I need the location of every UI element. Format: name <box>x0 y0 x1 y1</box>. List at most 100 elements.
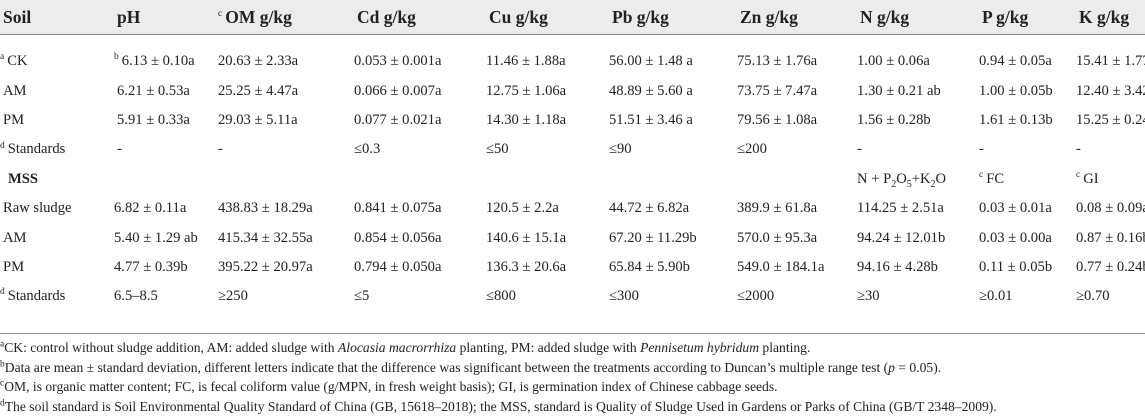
footnote-b: bData are mean ± standard deviation, dif… <box>0 358 942 375</box>
header-soil: Soil <box>3 6 32 27</box>
header-rule <box>0 34 1145 35</box>
footnote-c: cOM, is organic matter content; FC, is f… <box>0 378 778 394</box>
header-cd: Cd g/kg <box>357 6 416 27</box>
row-label: a CK <box>0 52 28 70</box>
cell-pb: 67.20 ± 11.29b <box>609 229 697 246</box>
cell-p: 1.00 ± 0.05b <box>979 82 1053 99</box>
cell-zn: 79.56 ± 1.08a <box>737 111 818 128</box>
mss-fc-label: c FC <box>979 169 1005 187</box>
row-label: d Standards <box>0 140 66 158</box>
cell-ph: 6.82 ± 0.11a <box>114 200 187 217</box>
header-pb: Pb g/kg <box>612 6 669 27</box>
cell-om: ≥250 <box>218 288 248 305</box>
cell-k: 0.77 ± 0.24b <box>1076 258 1145 275</box>
cell-p: 0.11 ± 0.05b <box>979 258 1053 275</box>
cell-n: - <box>857 141 862 158</box>
cell-pb: 65.84 ± 5.90b <box>609 258 690 275</box>
cell-ph: 5.91 ± 0.33a <box>117 111 190 128</box>
cell-n: ≥30 <box>857 288 880 305</box>
cell-zn: 549.0 ± 184.1a <box>737 258 825 275</box>
cell-zn: 570.0 ± 95.3a <box>737 229 818 246</box>
table-row-soil-pm: PM 5.91 ± 0.33a 29.03 ± 5.11a 0.077 ± 0.… <box>0 106 1145 135</box>
cell-zn: 73.75 ± 7.47a <box>737 82 818 99</box>
footnote-a: aCK: control without sludge addition, AM… <box>0 339 811 355</box>
row-label: Raw sludge <box>3 200 72 217</box>
cell-om: 25.25 ± 4.47a <box>218 82 299 99</box>
cell-n: 1.56 ± 0.28b <box>857 111 931 128</box>
cell-n: 1.00 ± 0.06a <box>857 53 930 70</box>
mss-section-header-row: MSS N + P2O5+K2O c FC c GI <box>0 165 1145 194</box>
cell-p: 1.61 ± 0.13b <box>979 111 1053 128</box>
cell-p: 0.03 ± 0.01a <box>979 200 1052 217</box>
cell-pb: 56.00 ± 1.48 a <box>609 53 693 70</box>
cell-cd: 0.053 ± 0.001a <box>354 53 442 70</box>
row-label: AM <box>3 82 27 99</box>
header-zn: Zn g/kg <box>740 6 798 27</box>
cell-n: 114.25 ± 2.51a <box>857 200 944 217</box>
mss-label: MSS <box>8 170 39 187</box>
cell-k: 0.08 ± 0.09a <box>1076 200 1145 217</box>
cell-ph: 5.40 ± 1.29 ab <box>114 229 198 246</box>
header-k: K g/kg <box>1079 6 1130 27</box>
row-label: AM <box>3 229 27 246</box>
cell-ph: 4.77 ± 0.39b <box>114 258 188 275</box>
cell-om: 29.03 ± 5.11a <box>218 111 298 128</box>
cell-zn: ≤2000 <box>737 288 775 305</box>
cell-ph: 6.21 ± 0.53a <box>117 82 190 99</box>
cell-cu: 14.30 ± 1.18a <box>486 111 567 128</box>
cell-cu: 11.46 ± 1.88a <box>486 53 566 70</box>
table-row-mss-am: AM 5.40 ± 1.29 ab 415.34 ± 32.55a 0.854 … <box>0 223 1145 252</box>
cell-p: - <box>979 141 984 158</box>
spacer-row <box>0 34 1145 47</box>
bottom-rule <box>0 333 1145 334</box>
cell-pb: ≤300 <box>609 288 639 305</box>
header-p: P g/kg <box>982 6 1029 27</box>
cell-cu: 120.5 ± 2.2a <box>486 200 559 217</box>
cell-cu: 136.3 ± 20.6a <box>486 258 567 275</box>
table-row-mss-raw: Raw sludge 6.82 ± 0.11a 438.83 ± 18.29a … <box>0 194 1145 223</box>
cell-cd: 0.077 ± 0.021a <box>354 111 442 128</box>
cell-pb: ≤90 <box>609 141 632 158</box>
header-cu: Cu g/kg <box>489 6 548 27</box>
cell-n: 1.30 ± 0.21 ab <box>857 82 941 99</box>
cell-om: 415.34 ± 32.55a <box>218 229 313 246</box>
cell-cu: ≤800 <box>486 288 516 305</box>
cell-k: - <box>1076 141 1081 158</box>
cell-p: 0.03 ± 0.00a <box>979 229 1052 246</box>
cell-ph: 6.5–8.5 <box>114 288 158 305</box>
cell-cd: ≤5 <box>354 288 370 305</box>
cell-cd: 0.854 ± 0.056a <box>354 229 442 246</box>
table-row-soil-standards: d Standards - - ≤0.3 ≤50 ≤90 ≤200 - - - <box>0 135 1145 164</box>
cell-om: 395.22 ± 20.97a <box>218 258 313 275</box>
cell-cd: ≤0.3 <box>354 141 381 158</box>
cell-p: 0.94 ± 0.05a <box>979 53 1052 70</box>
cell-pb: 48.89 ± 5.60 a <box>609 82 693 99</box>
header-row: Soil pH c OM g/kg Cd g/kg Cu g/kg Pb g/kg… <box>0 0 1145 34</box>
table-row-mss-pm: PM 4.77 ± 0.39b 395.22 ± 20.97a 0.794 ± … <box>0 253 1145 282</box>
cell-cu: ≤50 <box>486 141 509 158</box>
cell-zn: ≤200 <box>737 141 767 158</box>
table-row-soil-ck: a CK b 6.13 ± 0.10a 20.63 ± 2.33a 0.053 ± … <box>0 47 1145 76</box>
cell-k: 12.40 ± 3.42a <box>1076 82 1145 99</box>
cell-k: 0.87 ± 0.16b <box>1076 229 1145 246</box>
cell-ph: - <box>117 141 122 158</box>
cell-zn: 75.13 ± 1.76a <box>737 53 818 70</box>
cell-pb: 51.51 ± 3.46 a <box>609 111 693 128</box>
row-label: PM <box>3 111 25 128</box>
cell-cd: 0.066 ± 0.007a <box>354 82 442 99</box>
header-om: c OM g/kg <box>218 6 292 27</box>
cell-p: ≥0.01 <box>979 288 1013 305</box>
mss-gi-label: c GI <box>1076 169 1099 187</box>
cell-cd: 0.841 ± 0.075a <box>354 200 442 217</box>
cell-k: ≥0.70 <box>1076 288 1110 305</box>
cell-zn: 389.9 ± 61.8a <box>737 200 818 217</box>
cell-n: 94.24 ± 12.01b <box>857 229 946 246</box>
cell-ph: b 6.13 ± 0.10a <box>114 52 195 70</box>
cell-cu: 140.6 ± 15.1a <box>486 229 567 246</box>
table-row-soil-am: AM 6.21 ± 0.53a 25.25 ± 4.47a 0.066 ± 0.… <box>0 76 1145 105</box>
cell-k: 15.41 ± 1.77a <box>1076 53 1145 70</box>
mss-n-label: N + P2O5+K2O <box>857 170 947 190</box>
cell-cd: 0.794 ± 0.050a <box>354 258 442 275</box>
table-row-mss-standards: d Standards 6.5–8.5 ≥250 ≤5 ≤800 ≤300 ≤20… <box>0 282 1145 311</box>
row-label: d Standards <box>0 287 66 305</box>
